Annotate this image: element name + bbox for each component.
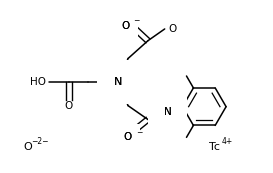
Text: O: O <box>122 21 130 31</box>
Text: O: O <box>65 101 73 111</box>
Text: O: O <box>124 132 132 142</box>
Text: N: N <box>114 77 122 87</box>
Text: HO: HO <box>30 77 46 87</box>
Text: 4+: 4+ <box>221 137 232 146</box>
Text: Tc: Tc <box>209 142 220 152</box>
Text: N: N <box>164 107 171 117</box>
Text: O: O <box>122 21 130 31</box>
Text: −: − <box>136 128 143 137</box>
Text: N: N <box>164 107 171 117</box>
Text: O: O <box>23 142 32 152</box>
Text: −: − <box>133 17 140 26</box>
Text: −2−: −2− <box>31 137 49 146</box>
Text: O: O <box>124 132 132 142</box>
Text: O: O <box>169 24 177 34</box>
Text: N: N <box>114 77 122 87</box>
Text: N: N <box>114 77 122 87</box>
